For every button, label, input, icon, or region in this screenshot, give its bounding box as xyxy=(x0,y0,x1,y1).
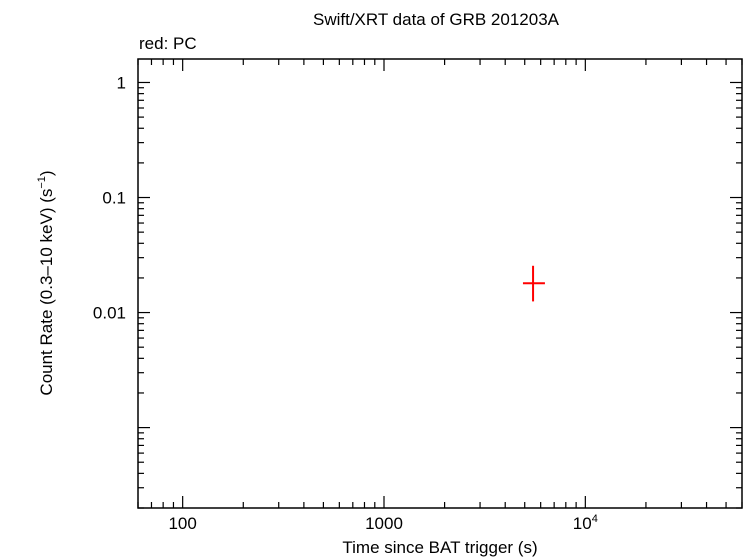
y-tick-label: 1 xyxy=(117,73,126,92)
y-tick-label: 0.1 xyxy=(102,189,126,208)
x-tick-label: 100 xyxy=(168,514,196,533)
y-axis-label: Count Rate (0.3–10 keV) (s−1) xyxy=(36,170,56,395)
data-points xyxy=(522,265,545,302)
x-tick-label: 104 xyxy=(573,513,598,533)
x-axis-tick-labels: 100 1000 104 xyxy=(168,513,597,533)
y-axis-ticks xyxy=(138,81,742,509)
y-axis-label-close: ) xyxy=(37,170,56,176)
y-axis-tick-labels: 1 0.1 0.01 xyxy=(93,73,126,322)
x-tick-label: 1000 xyxy=(365,514,403,533)
x-axis-label: Time since BAT trigger (s) xyxy=(342,538,537,557)
y-axis-label-superscript: −1 xyxy=(36,176,48,189)
y-axis-label-main: Count Rate (0.3–10 keV) (s xyxy=(37,189,56,396)
x-tick-label-exponent: 4 xyxy=(592,513,598,525)
chart-subtitle: red: PC xyxy=(139,34,197,53)
chart-title: Swift/XRT data of GRB 201203A xyxy=(313,10,560,29)
x-tick-label-base: 10 xyxy=(573,514,592,533)
y-tick-label: 0.01 xyxy=(93,304,126,323)
x-axis-ticks xyxy=(137,59,743,508)
plot-frame xyxy=(137,58,743,509)
